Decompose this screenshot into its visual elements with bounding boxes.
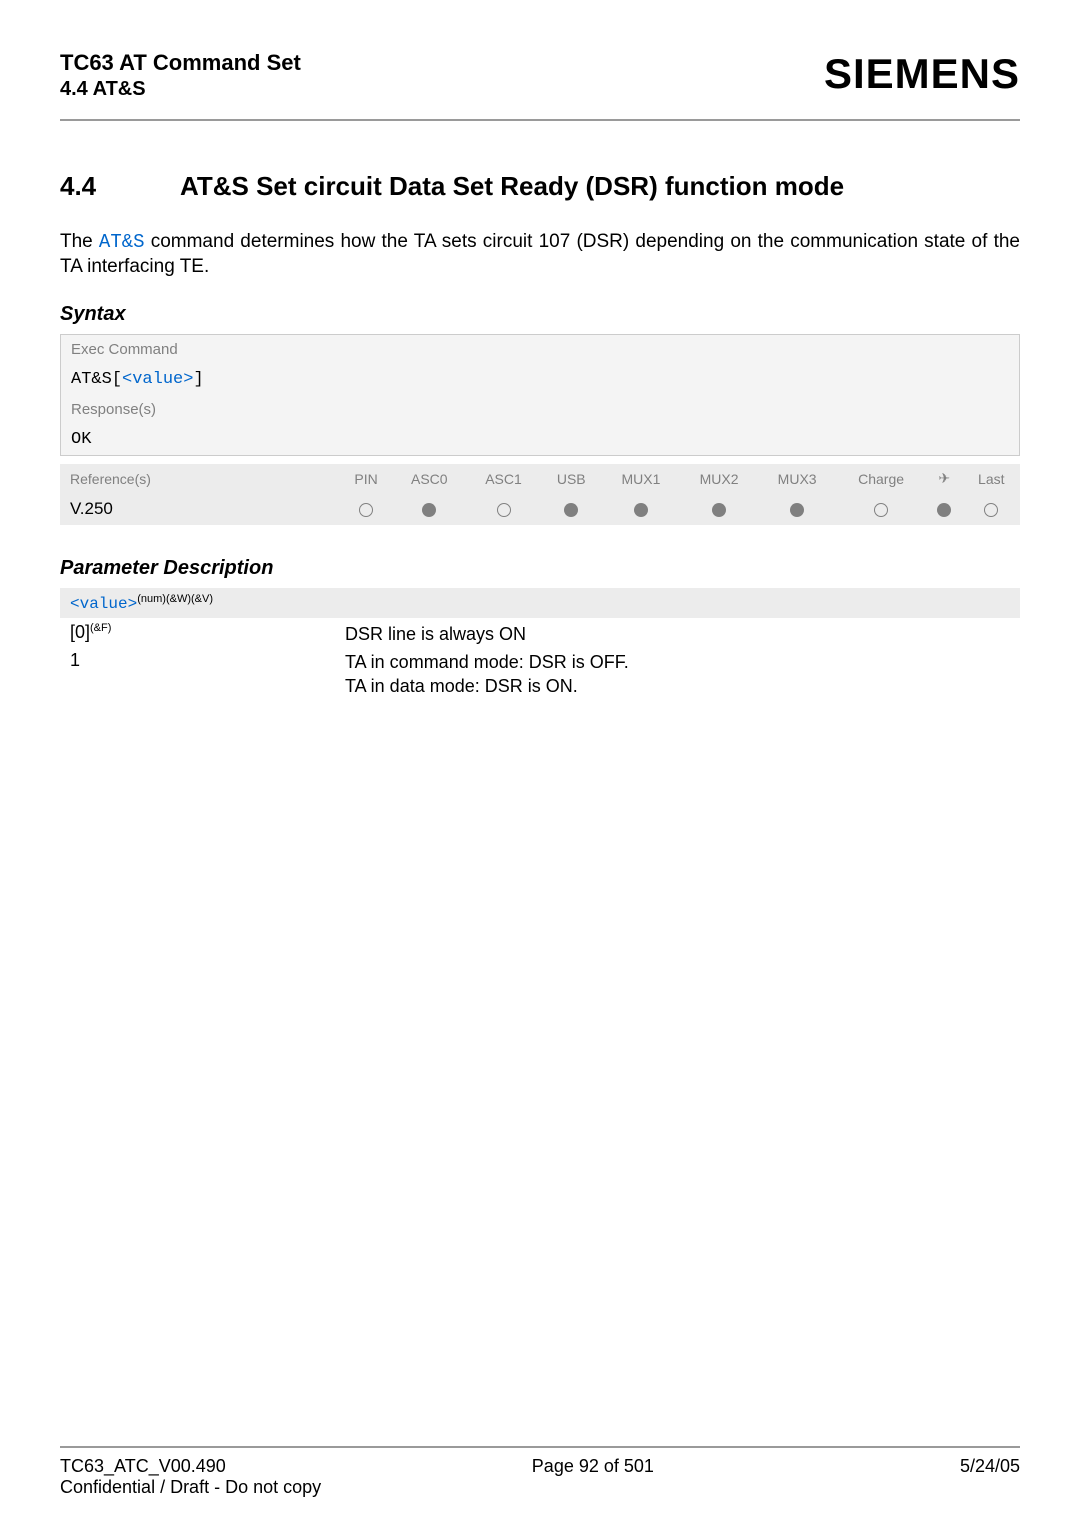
param-value-bar: <value>(num)(&W)(&V) [60,588,1020,618]
col-airplane: ✈ [926,464,963,493]
col-charge: Charge [836,464,926,493]
footer-rule [60,1446,1020,1448]
dot-mux1 [602,493,680,525]
open-dot-icon [984,503,998,517]
param-code[interactable]: <value> [70,595,137,613]
open-dot-icon [497,503,511,517]
ref-label: Reference(s) [60,464,340,493]
reference-table: Reference(s) PIN ASC0 ASC1 USB MUX1 MUX2… [60,464,1020,525]
ref-name: V.250 [60,493,340,525]
param-key: [0](&F) [60,622,345,646]
col-last: Last [963,464,1020,493]
dot-usb [541,493,602,525]
ats-link[interactable]: AT&S [99,231,145,253]
param-row: [0](&F) DSR line is always ON [60,622,1020,646]
ref-data-row: V.250 [60,493,1020,525]
dot-last [963,493,1020,525]
col-pin: PIN [340,464,392,493]
param-key: 1 [60,650,345,699]
intro-pre: The [60,231,99,252]
exec-command-value: AT&S[<value>] [61,364,1019,395]
footer-left2: Confidential / Draft - Do not copy [60,1477,1020,1498]
filled-dot-icon [790,503,804,517]
footer-left: TC63_ATC_V00.490 [60,1456,226,1477]
col-mux2: MUX2 [680,464,758,493]
section-title: AT&S Set circuit Data Set Ready (DSR) fu… [180,171,844,202]
exec-command-label: Exec Command [61,335,1019,364]
filled-dot-icon [422,503,436,517]
param-row: 1 TA in command mode: DSR is OFF. TA in … [60,650,1020,699]
filled-dot-icon [712,503,726,517]
param-key-text: 1 [70,650,80,670]
param-key-sup: (&F) [90,622,111,634]
filled-dot-icon [937,503,951,517]
syntax-heading: Syntax [60,303,1020,326]
intro-paragraph: The AT&S command determines how the TA s… [60,230,1020,279]
siemens-logo: SIEMENS [824,50,1020,98]
param-sup: (num)(&W)(&V) [137,593,213,605]
dot-mux2 [680,493,758,525]
dot-pin [340,493,392,525]
footer-center: Page 92 of 501 [532,1456,654,1477]
dot-asc0 [392,493,466,525]
response-label: Response(s) [61,395,1019,424]
doc-sub: 4.4 AT&S [60,78,301,101]
footer-row: TC63_ATC_V00.490 Page 92 of 501 5/24/05 [60,1456,1020,1477]
filled-dot-icon [634,503,648,517]
exec-value-link[interactable]: <value> [122,370,193,389]
open-dot-icon [359,503,373,517]
col-usb: USB [541,464,602,493]
intro-post: command determines how the TA sets circu… [60,231,1020,277]
doc-title: TC63 AT Command Set [60,50,301,76]
open-dot-icon [874,503,888,517]
param-val: TA in command mode: DSR is OFF. TA in da… [345,650,1020,699]
syntax-box: Exec Command AT&S[<value>] Response(s) O… [60,334,1020,456]
col-asc0: ASC0 [392,464,466,493]
response-value: OK [61,424,1019,455]
ref-header-row: Reference(s) PIN ASC0 ASC1 USB MUX1 MUX2… [60,464,1020,493]
param-val: DSR line is always ON [345,622,1020,646]
parameter-heading: Parameter Description [60,557,1020,580]
header-rule [60,119,1020,121]
col-asc1: ASC1 [466,464,540,493]
dot-mux3 [758,493,836,525]
page-footer: TC63_ATC_V00.490 Page 92 of 501 5/24/05 … [60,1446,1020,1498]
footer-right: 5/24/05 [960,1456,1020,1477]
param-key-text: [0] [70,622,90,642]
header-left: TC63 AT Command Set 4.4 AT&S [60,50,301,101]
param-rows: [0](&F) DSR line is always ON 1 TA in co… [60,622,1020,698]
exec-pre: AT&S[ [71,370,122,389]
dot-charge [836,493,926,525]
section-heading: 4.4 AT&S Set circuit Data Set Ready (DSR… [60,171,1020,202]
col-mux3: MUX3 [758,464,836,493]
col-mux1: MUX1 [602,464,680,493]
dot-asc1 [466,493,540,525]
filled-dot-icon [564,503,578,517]
dot-airplane [926,493,963,525]
section-number: 4.4 [60,171,180,202]
exec-post: ] [193,370,203,389]
page-header: TC63 AT Command Set 4.4 AT&S SIEMENS [60,50,1020,101]
